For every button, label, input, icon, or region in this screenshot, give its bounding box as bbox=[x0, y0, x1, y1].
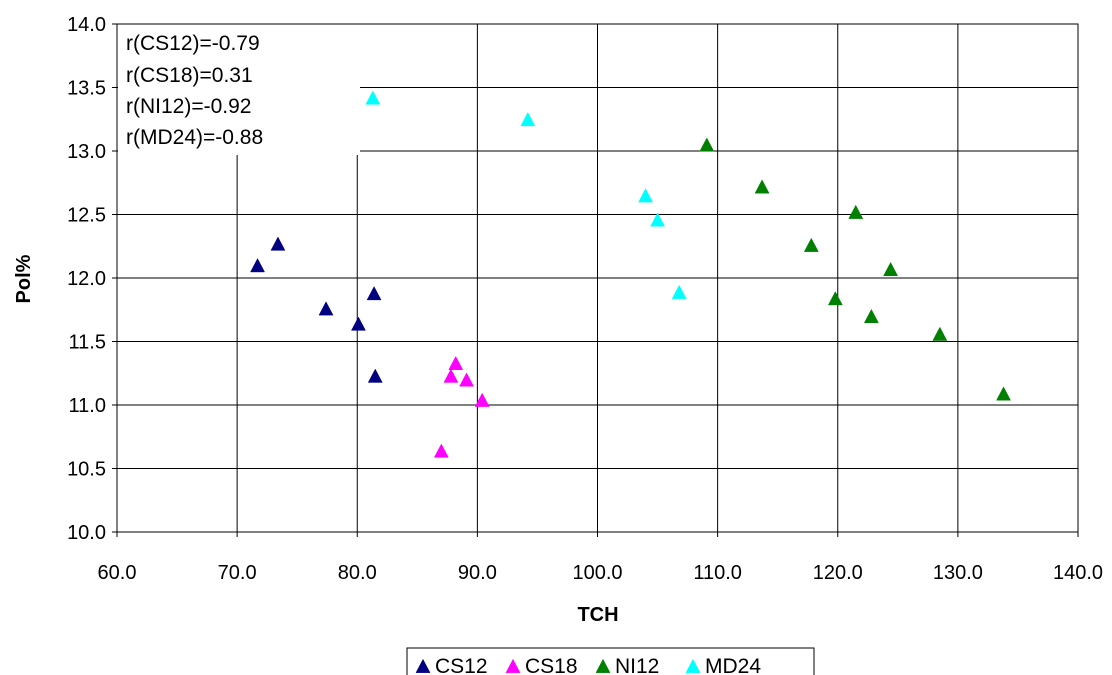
point-ni12 bbox=[996, 386, 1011, 401]
y-tick-label: 12.5 bbox=[67, 205, 106, 227]
point-ni12 bbox=[699, 137, 715, 152]
legend-label-ni12: NI12 bbox=[615, 655, 659, 675]
x-tick-label: 60.0 bbox=[98, 562, 137, 584]
point-cs18 bbox=[474, 392, 490, 407]
point-md24 bbox=[638, 188, 653, 203]
y-tick-label: 11.5 bbox=[69, 332, 106, 354]
point-cs18 bbox=[443, 368, 459, 383]
point-cs18 bbox=[459, 372, 474, 387]
legend-label-cs12: CS12 bbox=[435, 655, 488, 675]
y-tick-label: 13.5 bbox=[67, 78, 106, 100]
x-tick-label: 140.0 bbox=[1053, 562, 1103, 584]
annotation-line: r(MD24)=-0.88 bbox=[126, 126, 263, 149]
x-axis-title: TCH bbox=[577, 604, 618, 626]
legend-marker-cs12 bbox=[415, 658, 431, 673]
x-tick-label: 120.0 bbox=[813, 562, 863, 584]
x-tick-label: 80.0 bbox=[338, 562, 377, 584]
y-tick-label: 12.0 bbox=[67, 268, 106, 290]
legend-label-md24: MD24 bbox=[705, 655, 761, 675]
legend-marker-md24 bbox=[685, 658, 701, 673]
point-md24 bbox=[650, 212, 665, 227]
legend-label-cs18: CS18 bbox=[525, 655, 578, 675]
point-cs12 bbox=[366, 286, 382, 301]
legend-marker-ni12 bbox=[595, 658, 611, 673]
point-cs12 bbox=[270, 236, 286, 251]
point-md24 bbox=[365, 90, 381, 105]
point-md24 bbox=[671, 284, 687, 299]
y-tick-label: 10.5 bbox=[67, 459, 106, 481]
y-tick-label: 11.0 bbox=[69, 395, 106, 417]
point-cs18 bbox=[433, 443, 449, 458]
x-tick-label: 90.0 bbox=[458, 562, 497, 584]
point-cs18 bbox=[448, 355, 464, 370]
y-tick-label: 14.0 bbox=[67, 14, 106, 36]
x-tick-label: 130.0 bbox=[933, 562, 983, 584]
correlation-annotation: r(CS12)=-0.79 r(CS18)=0.31 r(NI12)=-0.92… bbox=[118, 23, 360, 155]
x-tick-label: 100.0 bbox=[572, 562, 622, 584]
point-cs12 bbox=[367, 368, 383, 383]
plot-frame bbox=[112, 23, 1079, 537]
data-points bbox=[250, 90, 1011, 458]
annotation-background bbox=[118, 23, 360, 155]
y-tick-label: 10.0 bbox=[67, 522, 106, 544]
annotation-line: r(NI12)=-0.92 bbox=[126, 95, 251, 118]
x-tick-label: 70.0 bbox=[218, 562, 257, 584]
point-ni12 bbox=[848, 204, 864, 219]
legend-marker-cs18 bbox=[505, 658, 521, 673]
point-ni12 bbox=[883, 261, 899, 277]
point-cs12 bbox=[351, 316, 366, 331]
tick-labels: 10.0 10.5 11.0 11.5 12.0 12.5 13.0 13.5 14.0 60.0… bbox=[67, 14, 1103, 584]
y-tick-label: 13.0 bbox=[67, 141, 106, 163]
legend: CS12 CS18 NI12 MD24 bbox=[406, 647, 815, 675]
point-cs12 bbox=[318, 301, 334, 316]
legend-box bbox=[406, 647, 815, 675]
annotation-line: r(CS12)=-0.79 bbox=[126, 32, 260, 55]
point-ni12 bbox=[803, 237, 819, 252]
point-cs12 bbox=[250, 258, 265, 273]
x-tick-label: 110.0 bbox=[693, 562, 742, 584]
point-md24 bbox=[520, 112, 536, 127]
point-ni12 bbox=[754, 179, 770, 194]
annotation-line: r(CS18)=0.31 bbox=[126, 64, 253, 87]
point-ni12 bbox=[863, 308, 879, 323]
point-ni12 bbox=[932, 326, 948, 341]
point-ni12 bbox=[827, 291, 843, 306]
y-axis-title: Pol% bbox=[13, 254, 35, 303]
